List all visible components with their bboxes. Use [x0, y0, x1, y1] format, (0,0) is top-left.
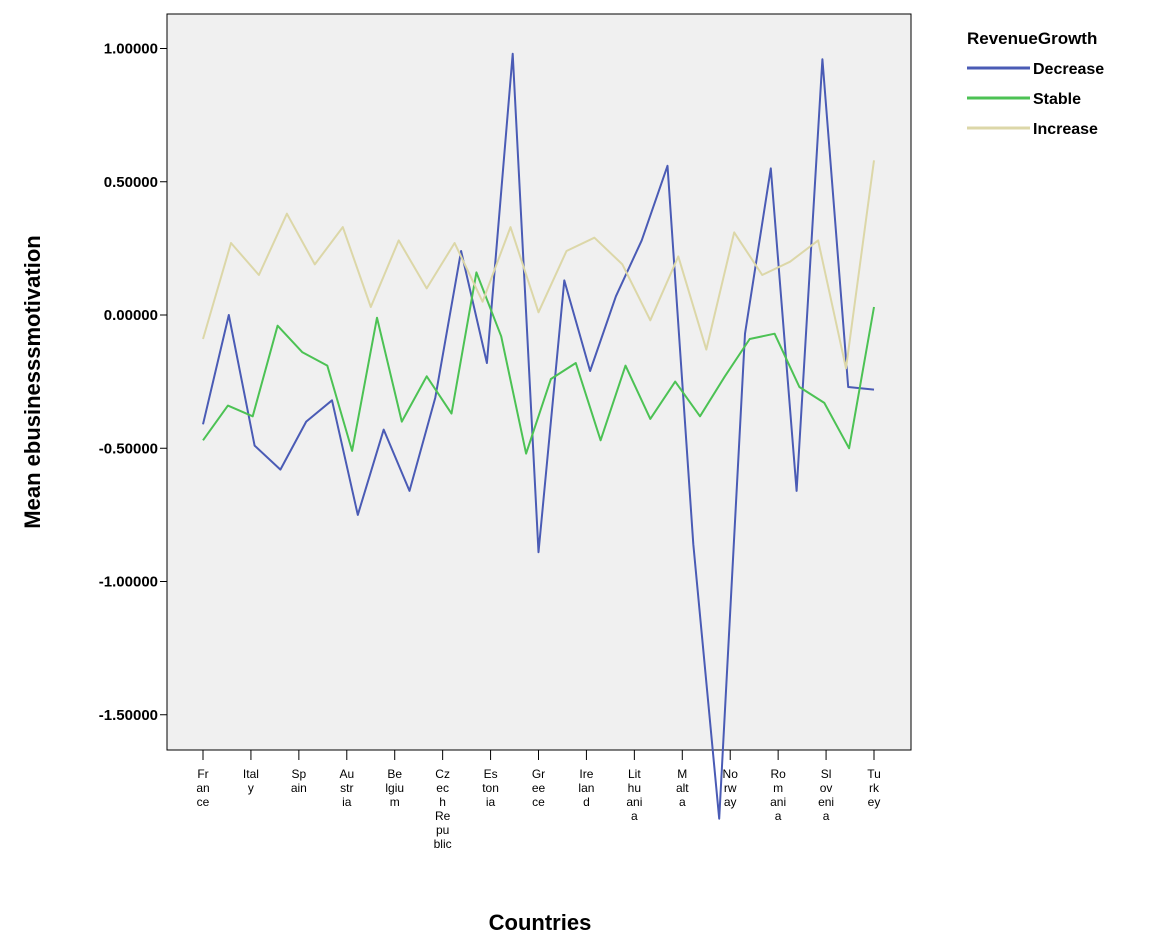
y-tick-label: -0.50000 [99, 440, 158, 457]
x-tick-label: y [248, 781, 254, 795]
x-tick-label: Re [435, 809, 451, 823]
x-tick-label: Sp [292, 767, 307, 781]
x-tick-label: a [631, 809, 638, 823]
x-tick-label: h [439, 795, 446, 809]
y-tick-label: -1.50000 [99, 707, 158, 724]
series-lines [202, 52, 875, 820]
x-axis: FranceItalySpainAustriaBelgiumCzechRepub… [196, 750, 881, 851]
legend-title: RevenueGrowth [967, 29, 1097, 48]
plot-area [166, 13, 912, 751]
x-tick-label: Au [339, 767, 354, 781]
x-tick-label: Es [484, 767, 498, 781]
x-tick-label: No [723, 767, 739, 781]
series-line-stable [202, 271, 875, 455]
x-tick-label: Ro [770, 767, 786, 781]
legend-label: Stable [1033, 91, 1081, 108]
x-tick-label: alt [676, 781, 689, 795]
x-tick-label: ain [291, 781, 307, 795]
x-tick-label: d [583, 795, 590, 809]
y-tick-label: 1.00000 [104, 41, 158, 58]
x-tick-label: a [679, 795, 686, 809]
x-tick-label: a [823, 809, 830, 823]
y-tick-label: 0.00000 [104, 307, 158, 324]
series-line-increase [202, 160, 875, 370]
x-tick-label: Ire [579, 767, 593, 781]
x-tick-label: pu [436, 823, 449, 837]
x-tick-label: a [775, 809, 782, 823]
x-tick-label: ee [532, 781, 546, 795]
x-tick-label: ani [626, 795, 642, 809]
x-tick-label: ia [486, 795, 496, 809]
x-tick-label: Tu [867, 767, 881, 781]
x-tick-label: ce [532, 795, 545, 809]
x-tick-label: ay [724, 795, 737, 809]
x-tick-label: Gr [532, 767, 545, 781]
x-tick-label: rw [724, 781, 737, 795]
x-tick-label: m [390, 795, 400, 809]
x-tick-label: blic [434, 837, 452, 851]
x-tick-label: ani [770, 795, 786, 809]
y-tick-label: 0.50000 [104, 174, 158, 191]
legend-label: Decrease [1033, 61, 1104, 78]
x-tick-label: an [196, 781, 209, 795]
y-tick-label: -1.00000 [99, 574, 158, 591]
x-tick-label: ov [820, 781, 833, 795]
x-tick-label: Sl [821, 767, 832, 781]
x-tick-label: Lit [628, 767, 641, 781]
legend: RevenueGrowth Decrease Stable Increase [967, 29, 1104, 138]
x-tick-label: ec [436, 781, 449, 795]
x-tick-label: hu [628, 781, 641, 795]
x-tick-label: ton [482, 781, 499, 795]
x-tick-label: str [340, 781, 353, 795]
x-tick-label: m [773, 781, 783, 795]
x-tick-label: rk [869, 781, 880, 795]
x-tick-label: M [677, 767, 687, 781]
x-tick-label: Be [387, 767, 402, 781]
x-tick-label: lgiu [385, 781, 404, 795]
y-axis-title: Mean ebusinesssmotivation [20, 235, 45, 528]
x-tick-label: lan [578, 781, 594, 795]
x-tick-label: eni [818, 795, 834, 809]
x-tick-label: ia [342, 795, 352, 809]
y-axis: 1.00000 0.50000 0.00000 -0.50000 -1.00000 -1.… [99, 41, 167, 724]
x-tick-label: ey [868, 795, 881, 809]
x-tick-label: Ital [243, 767, 259, 781]
x-tick-label: Cz [435, 767, 450, 781]
x-tick-label: ce [197, 795, 210, 809]
x-axis-title: Countries [489, 910, 592, 935]
legend-label: Increase [1033, 121, 1098, 138]
series-line-decrease [202, 52, 875, 820]
x-tick-label: Fr [197, 767, 208, 781]
